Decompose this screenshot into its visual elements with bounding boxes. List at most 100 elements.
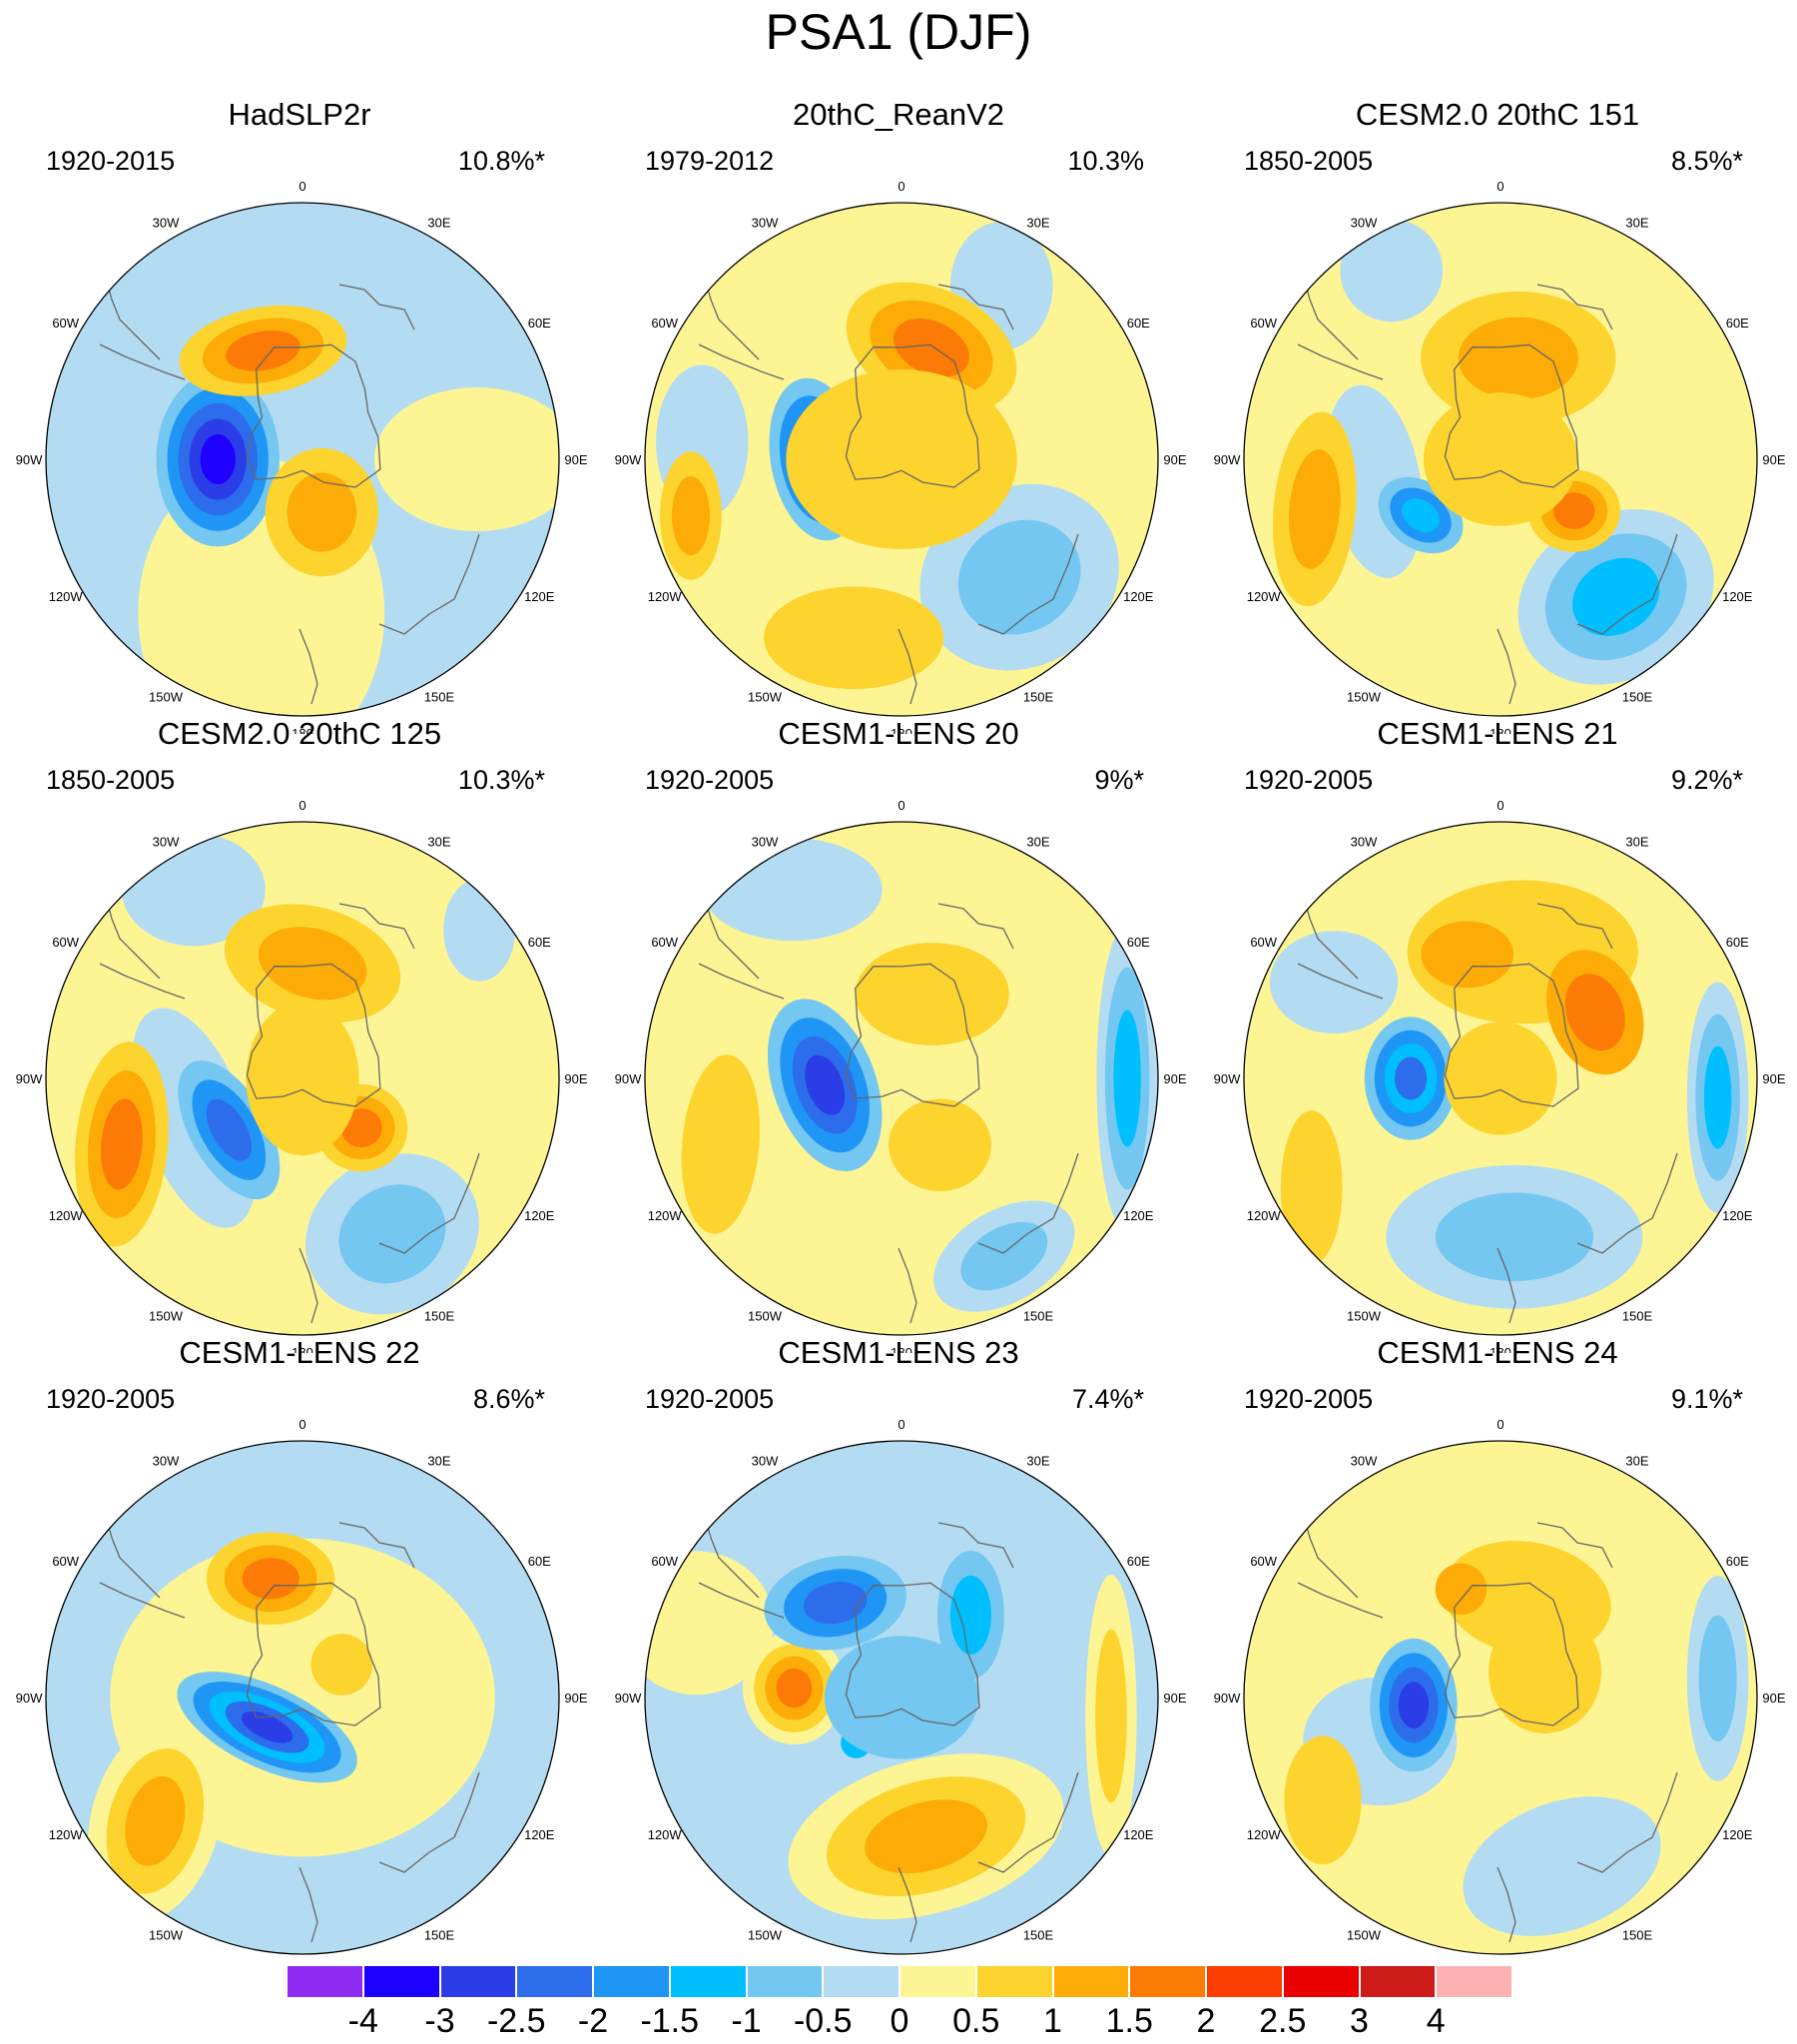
anomaly-contour [206, 1098, 252, 1161]
anomaly-contour [889, 1098, 991, 1192]
map-boundary [644, 821, 1159, 1336]
colorbar-swatch [1052, 1965, 1130, 1998]
longitude-label: 30W [1351, 216, 1378, 231]
anomaly-contour [287, 472, 357, 552]
colorbar-swatch [1436, 1965, 1512, 1998]
longitude-label: 90W [1214, 1071, 1241, 1086]
map-panel: 0 30E 60E 90E 120E 150E 180 150W 120W 90W 60W 30W CE… [0, 1333, 599, 1972]
continent-coastline [1576, 1771, 1678, 1873]
longitude-label: 180 [891, 726, 912, 734]
panel-period: 1920-2015 [46, 146, 176, 176]
longitude-label: 90E [564, 452, 587, 467]
anomaly-contour [1572, 557, 1660, 636]
panel-title: CESM1-LENS 23 [778, 1335, 1019, 1370]
continent-coastline [338, 903, 415, 950]
continent-coastline [898, 1866, 917, 1943]
colorbar-swatch [669, 1965, 747, 1998]
colorbar-tick-label: 1 [1043, 2002, 1062, 2040]
longitude-label: 150W [149, 1308, 184, 1323]
longitude-label: 90E [564, 1071, 587, 1086]
longitude-label: 150E [1622, 689, 1653, 704]
longitude-label: 60W [52, 1554, 79, 1569]
anomaly-contour [226, 331, 300, 371]
continent-coastline [1497, 1247, 1516, 1324]
continent-coastline [378, 533, 480, 635]
longitude-label: 150E [1622, 1308, 1653, 1323]
longitude-label: 90W [615, 452, 642, 467]
anomaly-contour [1394, 1056, 1428, 1100]
longitude-label: 30W [752, 216, 779, 231]
panel-period: 1920-2005 [46, 1384, 176, 1414]
anomaly-contour [242, 1558, 300, 1600]
longitude-label: 150E [1622, 1927, 1653, 1942]
longitude-label: 30E [1026, 216, 1049, 231]
anomaly-contour [672, 476, 710, 556]
longitude-label: 60E [528, 935, 551, 950]
antarctica-coastline [1444, 963, 1579, 1107]
panel-title: CESM1-LENS 20 [778, 716, 1019, 751]
anomaly-contour [1284, 1735, 1362, 1865]
continent-coastline [1497, 1866, 1516, 1943]
longitude-label: 180 [1490, 1345, 1511, 1353]
continent-coastline [1297, 343, 1384, 380]
map-boundary [1243, 202, 1758, 717]
panel-variance-explained: 8.5%* [1670, 146, 1743, 176]
continent-coastline [338, 1522, 415, 1569]
longitude-label: 60W [1250, 316, 1277, 331]
longitude-label: 120E [1722, 1208, 1753, 1223]
longitude-label: 30E [427, 835, 450, 850]
antarctica-coastline [845, 343, 980, 488]
colorbar-swatch [899, 1965, 976, 1998]
longitude-label: 120W [648, 1827, 683, 1842]
map-boundary [644, 202, 1159, 717]
colorbar-tick-label: 4 [1426, 2002, 1446, 2040]
longitude-label: 0 [1497, 798, 1503, 813]
longitude-label: 120E [524, 589, 555, 604]
antarctica-coastline [845, 1582, 980, 1726]
longitude-label: 150E [424, 689, 455, 704]
longitude-label: 90W [16, 1691, 43, 1705]
longitude-label: 60W [651, 1554, 678, 1569]
panel-period: 1920-2005 [645, 765, 775, 795]
anomaly-contour [1444, 1022, 1557, 1135]
colorbar-tick-label: -1 [731, 2002, 762, 2040]
colorbar-tick-label: -2.5 [486, 2002, 546, 2040]
longitude-label: 150E [424, 1927, 455, 1942]
colorbar-swatch [287, 1965, 363, 1998]
anomaly-contour [1421, 921, 1514, 989]
longitude-label: 150E [1023, 689, 1054, 704]
longitude-label: 90W [615, 1691, 642, 1705]
longitude-label: 120W [49, 1827, 84, 1842]
continent-coastline [977, 1771, 1079, 1873]
anomaly-contour [373, 387, 559, 531]
longitude-label: 180 [891, 1345, 912, 1353]
anomaly-contour [1402, 498, 1440, 532]
longitude-label: 90W [16, 452, 43, 467]
colorbar-swatch [362, 1965, 440, 1998]
figure-title: PSA1 (DJF) [765, 4, 1032, 60]
map-panel: 0 30E 60E 90E 120E 150E 180 150W 120W 90W 60W 30W CE… [599, 1333, 1198, 1972]
panel-title: CESM1-LENS 21 [1377, 716, 1618, 751]
longitude-label: 180 [292, 726, 313, 734]
colorbar-tick-label: -1.5 [640, 2002, 700, 2040]
panel-variance-explained: 10.8%* [457, 146, 545, 176]
anomaly-contour [200, 434, 236, 484]
colorbar-tick-label: 3 [1350, 2002, 1369, 2040]
continent-coastline [1297, 963, 1384, 1000]
anomaly-contour [1463, 1796, 1661, 1936]
longitude-label: 150E [1023, 1927, 1054, 1942]
antarctica-coastline [1444, 1582, 1579, 1726]
panel-variance-explained: 8.6%* [472, 1384, 545, 1414]
antarctica-coastline [1444, 343, 1579, 488]
longitude-label: 30W [752, 835, 779, 850]
anomaly-contour [702, 838, 883, 942]
panel-variance-explained: 9.2%* [1670, 765, 1743, 795]
longitude-label: 60E [1726, 316, 1749, 331]
panel-title: HadSLP2r [228, 97, 371, 132]
longitude-label: 30W [153, 1454, 180, 1469]
longitude-label: 120E [1123, 1827, 1154, 1842]
map-boundary [1243, 1440, 1758, 1955]
longitude-label: 30W [752, 1454, 779, 1469]
continent-coastline [937, 284, 1014, 331]
anomaly-contour [960, 1221, 1048, 1291]
